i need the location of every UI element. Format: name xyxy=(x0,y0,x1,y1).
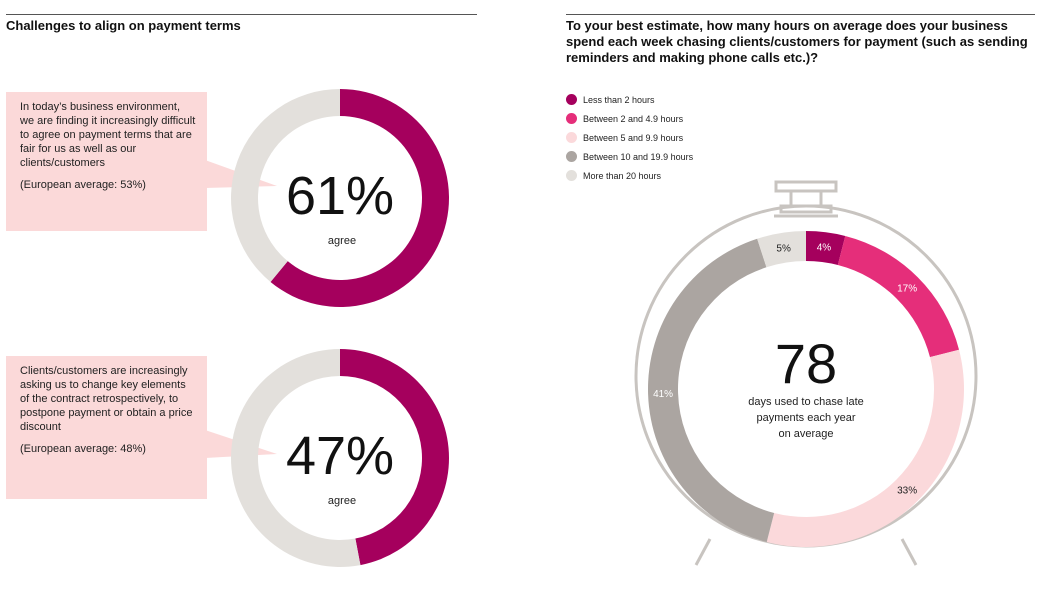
legend-swatch xyxy=(566,132,577,143)
donut-2-segment-1 xyxy=(230,349,361,567)
stopwatch-donut-segment-2 xyxy=(766,349,964,547)
legend-item-more-than-20-hours: More than 20 hours xyxy=(566,166,693,185)
legend-label: Between 5 and 9.9 hours xyxy=(583,132,684,143)
center-caption-line-3: on average xyxy=(778,428,833,440)
stopwatch-donut-data-label-3: 41% xyxy=(653,389,673,400)
right-top-rule xyxy=(566,14,1035,15)
donut-1-value: 61% xyxy=(286,166,394,226)
legend-swatch xyxy=(566,170,577,181)
stopwatch-donut-chart: 4% 17% 33% 41% 5% 78 days used to chase late… xyxy=(634,180,978,566)
donut-2-caption: agree xyxy=(328,495,356,507)
left-top-rule xyxy=(6,14,477,15)
callout-1-european-average: (European average: 53%) xyxy=(20,179,146,191)
legend-item-less-than-2-hours: Less than 2 hours xyxy=(566,90,693,109)
legend: Less than 2 hours Between 2 and 4.9 hour… xyxy=(566,90,693,185)
donut-2-value: 47% xyxy=(286,426,394,486)
stopwatch-donut-segment-4 xyxy=(757,231,806,268)
legend-swatch xyxy=(566,113,577,124)
left-section-heading: Challenges to align on payment terms xyxy=(6,18,241,33)
callout-2-european-average: (European average: 48%) xyxy=(20,443,146,455)
legend-label: Between 2 and 4.9 hours xyxy=(583,113,684,124)
legend-swatch xyxy=(566,94,577,105)
donut-chart-2: 47% agree xyxy=(230,349,449,567)
center-caption-line-2: payments each year xyxy=(756,412,855,424)
callout-1-statement: In today’s business environment, we are … xyxy=(20,101,196,169)
donut-1-segment-1 xyxy=(231,89,340,282)
legend-swatch xyxy=(566,151,577,162)
stopwatch-donut-segment-1 xyxy=(837,235,960,358)
callout-1: In today’s business environment, we are … xyxy=(6,92,207,231)
stopwatch-donut-segment-0 xyxy=(806,231,846,266)
legend-label: More than 20 hours xyxy=(583,170,662,181)
donut-1-caption: agree xyxy=(328,235,356,247)
legend-label: Less than 2 hours xyxy=(583,94,655,105)
center-caption-line-1: days used to chase late xyxy=(748,396,864,408)
donut-chart-1: 61% agree xyxy=(231,89,449,307)
callout-2-statement: Clients/customers are increasingly askin… xyxy=(20,365,193,433)
callout-2: Clients/customers are increasingly askin… xyxy=(6,356,207,499)
center-value: 78 xyxy=(775,332,837,395)
legend-label: Between 10 and 19.9 hours xyxy=(583,151,694,162)
legend-item-5-to-9-9-hours: Between 5 and 9.9 hours xyxy=(566,128,693,147)
donut-1-segment-0 xyxy=(270,89,449,307)
stopwatch-donut-segment-3 xyxy=(648,238,775,543)
stopwatch-donut-data-label-2: 33% xyxy=(897,486,917,497)
stopwatch-donut-data-label-1: 17% xyxy=(897,283,917,294)
survey-question: To your best estimate, how many hours on… xyxy=(566,18,1028,65)
stopwatch-donut-data-label-0: 4% xyxy=(817,243,832,254)
legend-item-10-to-19-9-hours: Between 10 and 19.9 hours xyxy=(566,147,693,166)
donut-2-segment-0 xyxy=(340,349,449,566)
stopwatch-donut-data-label-4: 5% xyxy=(776,243,791,254)
legend-item-2-to-4-9-hours: Between 2 and 4.9 hours xyxy=(566,109,693,128)
